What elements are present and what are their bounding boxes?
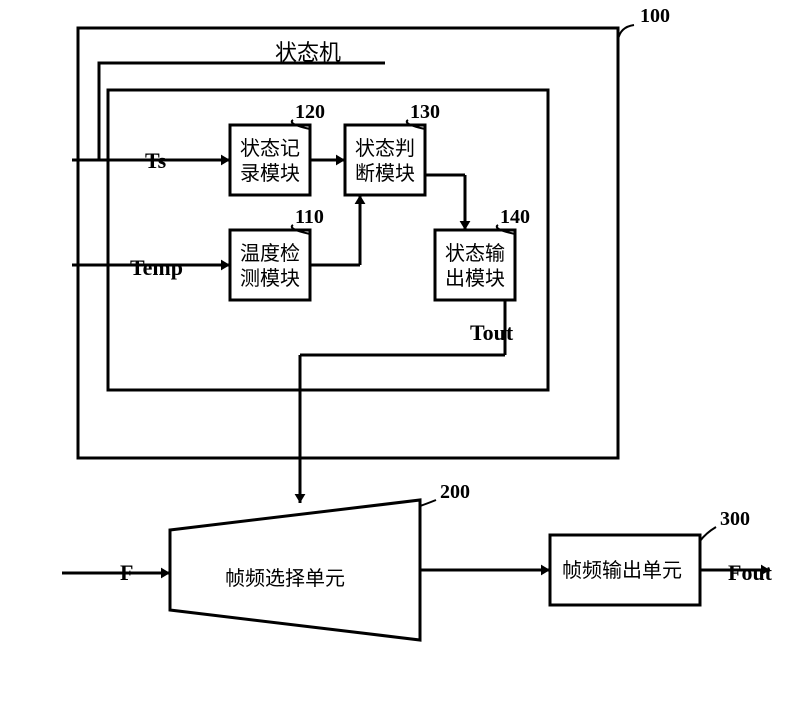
ref-200: 200 [440, 481, 470, 503]
leader-200 [420, 500, 436, 506]
ref-100: 100 [640, 5, 670, 27]
state-machine-outer [78, 28, 618, 458]
module-n110-l1: 温度检 [240, 242, 300, 265]
ref-140: 140 [500, 206, 530, 228]
leader-300 [700, 527, 716, 541]
selector-label: 帧频选择单元 [225, 567, 345, 590]
label-ts: Ts [145, 148, 167, 173]
output-unit-label: 帧频输出单元 [562, 559, 682, 582]
module-n140-l2: 出模块 [445, 267, 505, 290]
state-machine-title: 状态机 [275, 40, 341, 65]
module-n120-l2: 录模块 [240, 162, 300, 185]
leader-100 [618, 25, 634, 40]
module-n130-l1: 状态判 [355, 137, 415, 160]
label-temp: Temp [130, 255, 183, 280]
label-f: F [120, 560, 133, 585]
module-n140-l1: 状态输 [445, 242, 505, 265]
label-tout: Tout [470, 320, 514, 345]
ref-300: 300 [720, 508, 750, 530]
module-n110-l2: 测模块 [240, 267, 300, 290]
ref-110: 110 [295, 206, 324, 228]
label-fout: Fout [728, 560, 773, 585]
module-n120-l1: 状态记 [240, 137, 300, 160]
module-n130-l2: 断模块 [355, 162, 415, 185]
arrowhead [295, 494, 306, 503]
ref-120: 120 [295, 101, 325, 123]
state-machine-inner [108, 90, 548, 390]
ref-130: 130 [410, 101, 440, 123]
